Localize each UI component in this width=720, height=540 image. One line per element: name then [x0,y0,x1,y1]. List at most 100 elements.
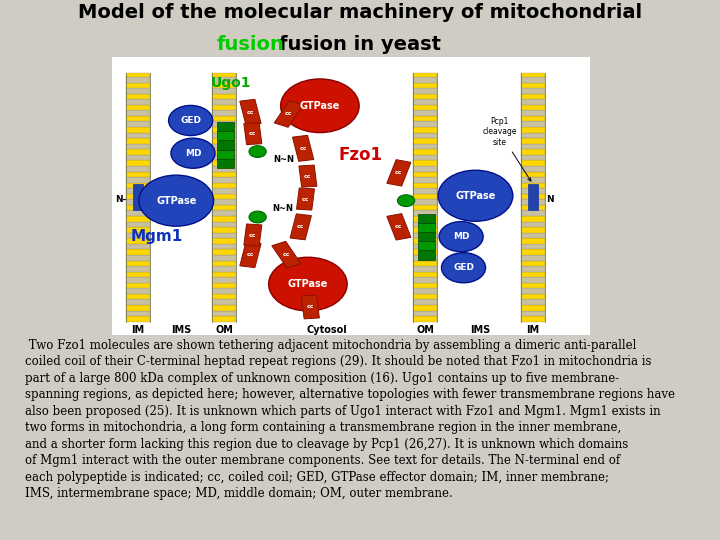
Bar [212,205,236,211]
Bar [212,116,236,122]
Text: cc: cc [249,131,256,136]
Bar [126,166,150,172]
Bar [521,294,545,300]
Bar [521,277,545,283]
Bar [126,194,150,199]
Bar [521,99,545,105]
Bar [212,88,236,93]
Text: IM: IM [526,325,539,335]
Bar [126,216,150,221]
Ellipse shape [441,253,485,283]
Bar [413,227,437,233]
Bar [212,227,236,233]
Bar [521,77,545,83]
Bar [521,255,545,260]
Bar [212,155,236,160]
Bar [212,249,236,255]
Bar [413,205,437,211]
Bar [217,159,234,168]
Bar [413,305,437,310]
Bar [521,300,545,305]
Bar [126,294,150,300]
Bar [418,241,436,251]
Bar [212,149,236,155]
Bar [521,166,545,172]
Polygon shape [387,160,411,186]
Bar [212,144,236,149]
Text: fusion: fusion [217,35,284,53]
Bar [212,260,236,266]
Bar [126,238,150,244]
Ellipse shape [249,146,266,158]
Ellipse shape [168,105,212,136]
Bar [521,172,545,177]
Text: Pcp1
cleavage
site: Pcp1 cleavage site [482,117,531,181]
Bar [212,238,236,244]
Bar [521,110,545,116]
Text: IM: IM [131,325,145,335]
Bar [133,184,143,211]
Bar [126,244,150,249]
Text: cc: cc [395,170,402,176]
Bar [413,188,437,194]
Polygon shape [244,224,262,246]
Bar [212,305,236,310]
Bar [413,73,437,77]
Text: MD: MD [185,148,202,158]
Bar [212,133,236,138]
Bar [528,184,538,211]
Bar [212,122,236,127]
Bar [126,266,150,272]
Bar [413,233,437,238]
Text: N~N: N~N [274,156,294,164]
Text: cc: cc [283,252,290,257]
Bar [413,110,437,116]
Bar [126,188,150,194]
Bar [521,227,545,233]
Bar [413,99,437,105]
Bar [521,73,545,77]
Bar [521,205,545,211]
Bar [521,310,545,316]
Bar [212,233,236,238]
Bar [413,211,437,216]
Bar [413,183,437,188]
Bar [521,105,545,110]
Bar [413,294,437,300]
Bar [217,122,234,131]
Bar [126,122,150,127]
Bar [413,127,437,133]
Bar [126,116,150,122]
Bar [413,288,437,294]
Bar [521,149,545,155]
Bar [413,216,437,221]
Bar [521,266,545,272]
Bar [521,199,545,205]
Polygon shape [274,100,303,127]
Bar [126,144,150,149]
Bar [521,272,545,277]
Bar [126,277,150,283]
Bar [413,149,437,155]
Polygon shape [297,188,315,210]
Bar [126,288,150,294]
Text: GTPase: GTPase [288,279,328,289]
Bar [217,140,234,150]
Text: Ugo1: Ugo1 [211,76,251,90]
Bar [413,277,437,283]
Bar [212,99,236,105]
Ellipse shape [439,221,483,252]
Bar [212,183,236,188]
Bar [212,188,236,194]
Bar [413,221,437,227]
Bar [521,83,545,88]
Bar [126,155,150,160]
Bar [521,116,545,122]
Bar [413,116,437,122]
Ellipse shape [397,195,415,206]
Bar [413,138,437,144]
Bar [126,249,150,255]
Bar [126,255,150,260]
Polygon shape [292,136,314,161]
Bar [126,211,150,216]
